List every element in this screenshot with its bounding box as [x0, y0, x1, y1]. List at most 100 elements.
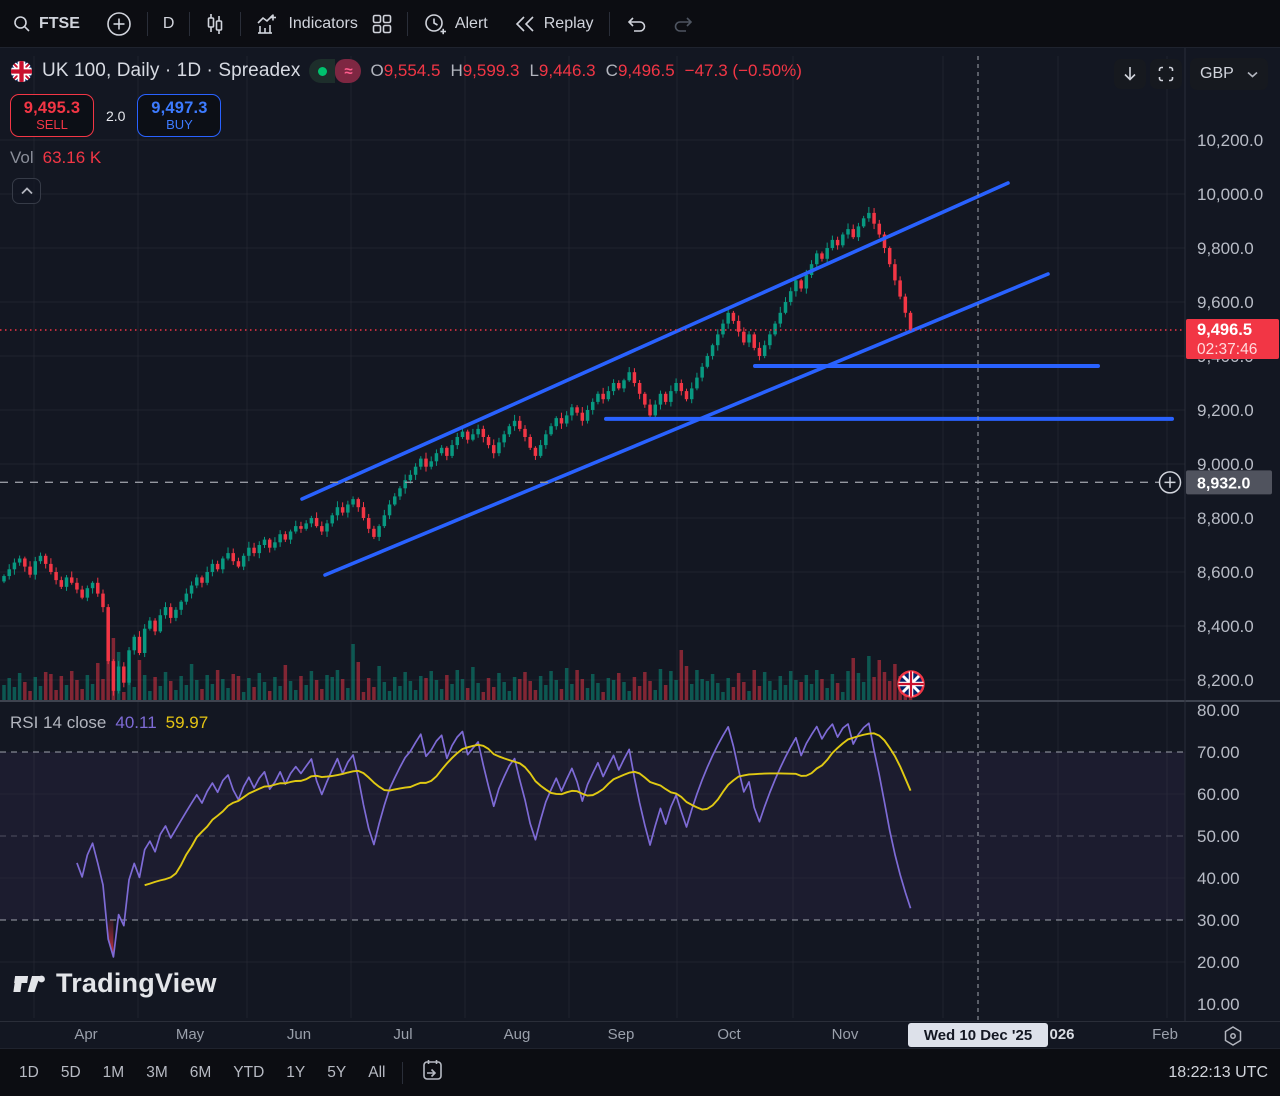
axis-tick-label: 10,200.0 [1197, 131, 1263, 150]
axis-tick-label: 8,400.0 [1197, 617, 1254, 636]
buy-price: 9,497.3 [151, 98, 208, 117]
legend-collapse-button[interactable] [12, 178, 41, 204]
buy-label: BUY [166, 116, 193, 132]
axis-tick-label: 50.00 [1197, 827, 1240, 846]
axis-tick-label: 9,800.0 [1197, 239, 1254, 258]
axis-tick-label: 10,000.0 [1197, 185, 1263, 204]
replay-label: Replay [543, 14, 594, 32]
axis-tick-label: 80.00 [1197, 701, 1240, 720]
range-button-5d[interactable]: 5D [60, 1063, 81, 1081]
currency-label: GBP [1200, 65, 1234, 82]
redo-button[interactable] [660, 0, 708, 48]
gear-hexagon-icon [1224, 1026, 1242, 1046]
toolbar-separator [406, 11, 408, 36]
chevron-down-icon [1247, 71, 1258, 78]
go-to-date-button[interactable] [411, 1052, 453, 1093]
bottom-toolbar: 1D 5D 1M 3M 6M YTD 1Y 5Y All 18:22:13 UTC [0, 1048, 1280, 1096]
extended-hours-icon: ≈ [335, 59, 362, 83]
svg-text:8,932.0: 8,932.0 [1197, 475, 1250, 492]
change-value: −47.3 (−0.50%) [684, 61, 802, 80]
indicators-button[interactable]: Indicators [243, 0, 404, 48]
axis-tick-label: 8,800.0 [1197, 509, 1254, 528]
compare-add-button[interactable] [93, 0, 145, 48]
svg-text:02:37:46: 02:37:46 [1197, 341, 1257, 358]
crosshair-date-tooltip: Wed 10 Dec '25 [908, 1023, 1048, 1047]
uk-flag-icon [10, 60, 33, 83]
rsi-value: 40.11 [115, 713, 157, 732]
replay-icon [514, 14, 536, 34]
range-button-3m[interactable]: 3M [146, 1063, 168, 1081]
volume-legend: Vol 63.16 K [10, 148, 101, 168]
tradingview-logo-icon [13, 975, 45, 992]
undo-icon [625, 15, 647, 33]
go-to-date-icon [423, 1060, 443, 1080]
range-button-1m[interactable]: 1M [102, 1063, 125, 1081]
time-label: Oct [717, 1026, 741, 1043]
range-button-1y[interactable]: 1Y [286, 1063, 306, 1081]
buy-button[interactable]: 9,497.3 BUY [137, 94, 222, 137]
time-label: Jun [286, 1026, 312, 1043]
clock-utc[interactable]: 18:22:13 UTC [1168, 1064, 1268, 1081]
indicators-icon [256, 13, 280, 35]
currency-selector[interactable]: GBP [1190, 58, 1268, 90]
rsi-ma-value: 59.97 [165, 713, 209, 732]
search-icon [13, 15, 31, 33]
undo-button[interactable] [612, 0, 660, 48]
indicators-label: Indicators [288, 14, 358, 32]
range-button-all[interactable]: All [368, 1063, 386, 1081]
range-button-ytd[interactable]: YTD [233, 1063, 265, 1081]
arrow-down-icon [1124, 67, 1136, 81]
time-label: Feb [1152, 1026, 1178, 1043]
crosshair-price-badge [1186, 470, 1272, 495]
close-value: 9,496.5 [617, 61, 675, 80]
indicator-templates-icon[interactable] [372, 14, 392, 34]
candles-icon [205, 13, 225, 35]
range-button-1d[interactable]: 1D [19, 1063, 39, 1081]
interval-button[interactable]: D [150, 0, 188, 48]
toolbar-separator [608, 11, 610, 36]
trade-widget: 9,495.3 SELL 2.0 9,497.3 BUY [10, 94, 222, 137]
last-price-badge [1186, 318, 1279, 359]
toolbar-separator [146, 11, 148, 36]
axis-tick-label: 8,600.0 [1197, 563, 1254, 582]
replay-button[interactable]: Replay [501, 0, 607, 48]
svg-text:9,496.5: 9,496.5 [1197, 321, 1252, 339]
time-label: Aug [503, 1026, 531, 1043]
rsi-legend: RSI 14 close 40.11 59.97 [10, 713, 208, 733]
axis-tick-label: 9,600.0 [1197, 293, 1254, 312]
axis-tick-label: 9,000.0 [1197, 455, 1254, 474]
alert-label: Alert [454, 14, 488, 32]
sell-button[interactable]: 9,495.3 SELL [10, 94, 94, 137]
symbol-title[interactable]: UK 100, Daily · 1D · Spreadex [42, 60, 301, 81]
range-button-6m[interactable]: 6M [189, 1063, 212, 1081]
rsi-label: RSI 14 close [10, 713, 107, 732]
time-label: Apr [74, 1026, 98, 1043]
plus-circle-icon [106, 11, 132, 37]
time-label: Jul [393, 1026, 413, 1043]
axis-tick-label: 30.00 [1197, 911, 1240, 930]
axis-settings-button[interactable] [1222, 1025, 1244, 1052]
toolbar-separator [189, 11, 191, 36]
range-button-5y[interactable]: 5Y [327, 1063, 347, 1081]
maximize-pane-button[interactable] [1150, 59, 1182, 89]
symbol-search-button[interactable]: FTSE [0, 0, 93, 48]
volume-value: 63.16 K [42, 148, 102, 167]
alert-clock-icon [423, 12, 447, 36]
open-value: 9,554.5 [383, 61, 441, 80]
chart-style-button[interactable] [192, 0, 238, 48]
time-label: Sep [607, 1026, 635, 1043]
low-value: 9,446.3 [538, 61, 596, 80]
spread-value: 2.0 [106, 107, 126, 124]
ohlc-values: O9,554.5 H9,599.3 L9,446.3 C9,496.5 −47.… [370, 61, 802, 80]
alert-button[interactable]: Alert [410, 0, 501, 48]
axis-tick-label: 20.00 [1197, 953, 1240, 972]
market-status-toggle[interactable]: ≈ [309, 59, 362, 83]
sell-label: SELL [36, 116, 68, 132]
volume-label: Vol [10, 148, 34, 167]
date-range-buttons: 1D 5D 1M 3M 6M YTD 1Y 5Y All [0, 1058, 394, 1088]
time-axis[interactable]: Apr May Jun Jul Aug Sep Oct Nov 026 Feb Wed 10 De… [0, 1021, 1280, 1048]
scroll-to-recent-button[interactable] [1114, 59, 1146, 89]
add-alert-plus-icon[interactable] [1158, 471, 1182, 494]
chart-pane[interactable]: 10,200.010,000.09,800.09,600.09,400.09,2… [0, 48, 1280, 1021]
